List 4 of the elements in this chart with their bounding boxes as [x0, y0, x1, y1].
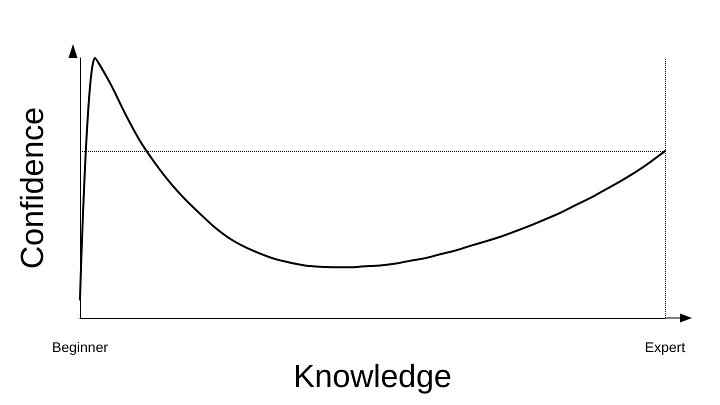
y-axis-title: Confidence	[14, 107, 50, 269]
x-tick-label: Expert	[644, 339, 686, 355]
x-axis-title: Knowledge	[293, 358, 452, 394]
x-tick-label: Beginner	[52, 339, 108, 355]
